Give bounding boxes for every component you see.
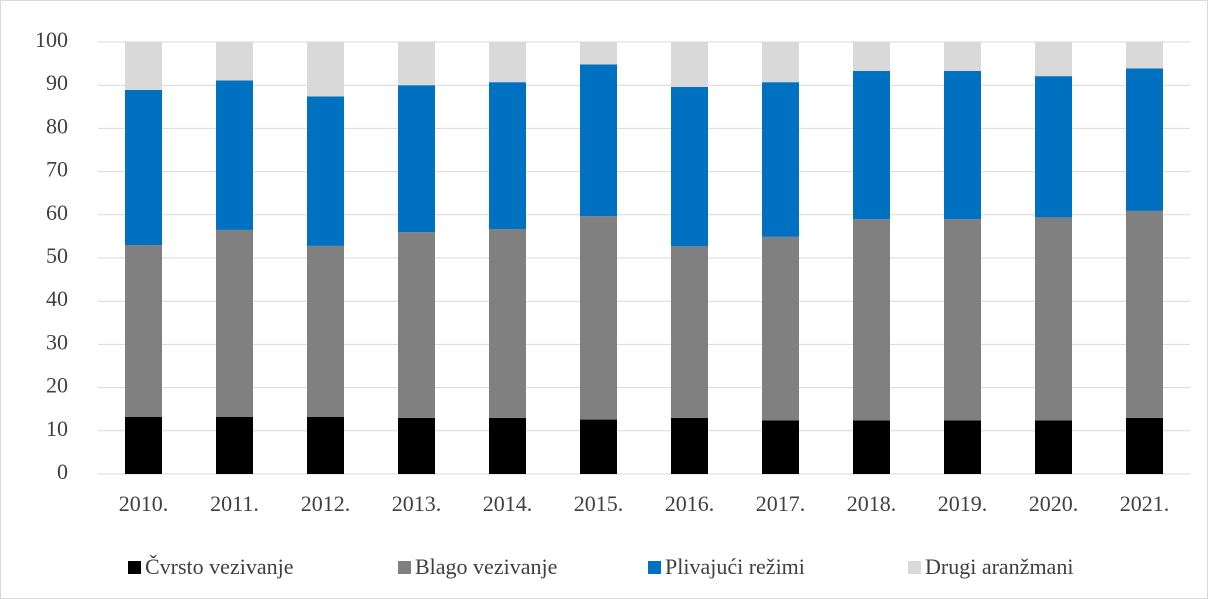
y-tick-label: 70 [46, 157, 68, 182]
bar-segment [1035, 76, 1072, 218]
bar-segment [489, 42, 526, 83]
bar-segment [944, 420, 981, 474]
bar-segment [671, 86, 708, 247]
y-tick-label: 30 [46, 329, 68, 354]
x-tick-label: 2018. [847, 491, 897, 516]
legend-label: Blago vezivanje [415, 554, 557, 579]
bar-segment [580, 42, 617, 65]
legend-swatch [398, 561, 411, 574]
bar-segment [580, 64, 617, 217]
bar-segment [125, 416, 162, 474]
bar-segment [853, 42, 890, 71]
bar-segment [398, 85, 435, 233]
x-tick-label: 2020. [1029, 491, 1079, 516]
bar-segment [762, 42, 799, 83]
bar-segment [1035, 42, 1072, 77]
x-tick-label: 2012. [301, 491, 351, 516]
bar-segment [853, 420, 890, 474]
bar-segment [944, 219, 981, 421]
bar-segment [216, 416, 253, 474]
bar-segment [1126, 42, 1163, 69]
bar-segment [307, 416, 344, 474]
y-tick-label: 0 [57, 459, 68, 484]
x-tick-label: 2015. [574, 491, 624, 516]
bar-segment [489, 229, 526, 418]
bar-segment [762, 82, 799, 237]
bar-segment [1035, 217, 1072, 421]
x-tick-label: 2017. [756, 491, 806, 516]
bar-segment [944, 70, 981, 220]
bar-segment [398, 42, 435, 86]
y-tick-label: 80 [46, 113, 68, 138]
bar-segment [489, 417, 526, 474]
bar-segment [398, 232, 435, 418]
x-tick-label: 2014. [483, 491, 533, 516]
x-tick-label: 2019. [938, 491, 988, 516]
bar-segment [671, 417, 708, 474]
bar-segment [489, 82, 526, 230]
bar-segment [216, 42, 253, 81]
bar-segment [125, 245, 162, 417]
bar-segment [125, 42, 162, 90]
y-tick-label: 40 [46, 286, 68, 311]
bar-segment [944, 42, 981, 71]
bar-segment [853, 219, 890, 421]
bar-segment [671, 246, 708, 418]
x-tick-label: 2021. [1120, 491, 1170, 516]
bar-segment [307, 42, 344, 97]
bar-segment [307, 245, 344, 417]
legend-swatch [128, 561, 141, 574]
bar-segment [1126, 417, 1163, 474]
x-tick-label: 2011. [210, 491, 259, 516]
bar-segment [307, 96, 344, 246]
bar-segment [671, 42, 708, 87]
bar-segment [1126, 210, 1163, 418]
bar-segment [125, 89, 162, 246]
y-tick-label: 100 [35, 27, 68, 52]
y-tick-label: 50 [46, 243, 68, 268]
legend-label: Čvrsto vezivanje [145, 554, 293, 579]
bar-segment [1126, 68, 1163, 211]
legend-label: Plivajući režimi [665, 554, 805, 579]
bar-segment [762, 236, 799, 421]
bar-segment [853, 70, 890, 220]
x-tick-label: 2013. [392, 491, 442, 516]
y-tick-label: 10 [46, 416, 68, 441]
y-tick-label: 20 [46, 373, 68, 398]
bar-segment [762, 420, 799, 474]
bar-segment [580, 216, 617, 420]
bar-segment [216, 80, 253, 230]
legend-swatch [908, 561, 921, 574]
bar-segment [1035, 420, 1072, 474]
x-tick-label: 2016. [665, 491, 715, 516]
x-tick-label: 2010. [119, 491, 169, 516]
legend-swatch [648, 561, 661, 574]
y-tick-label: 60 [46, 200, 68, 225]
bar-segment [216, 229, 253, 417]
y-tick-label: 90 [46, 70, 68, 95]
bar-segment [580, 419, 617, 474]
bar-segment [398, 417, 435, 474]
legend-label: Drugi aranžmani [925, 554, 1073, 579]
